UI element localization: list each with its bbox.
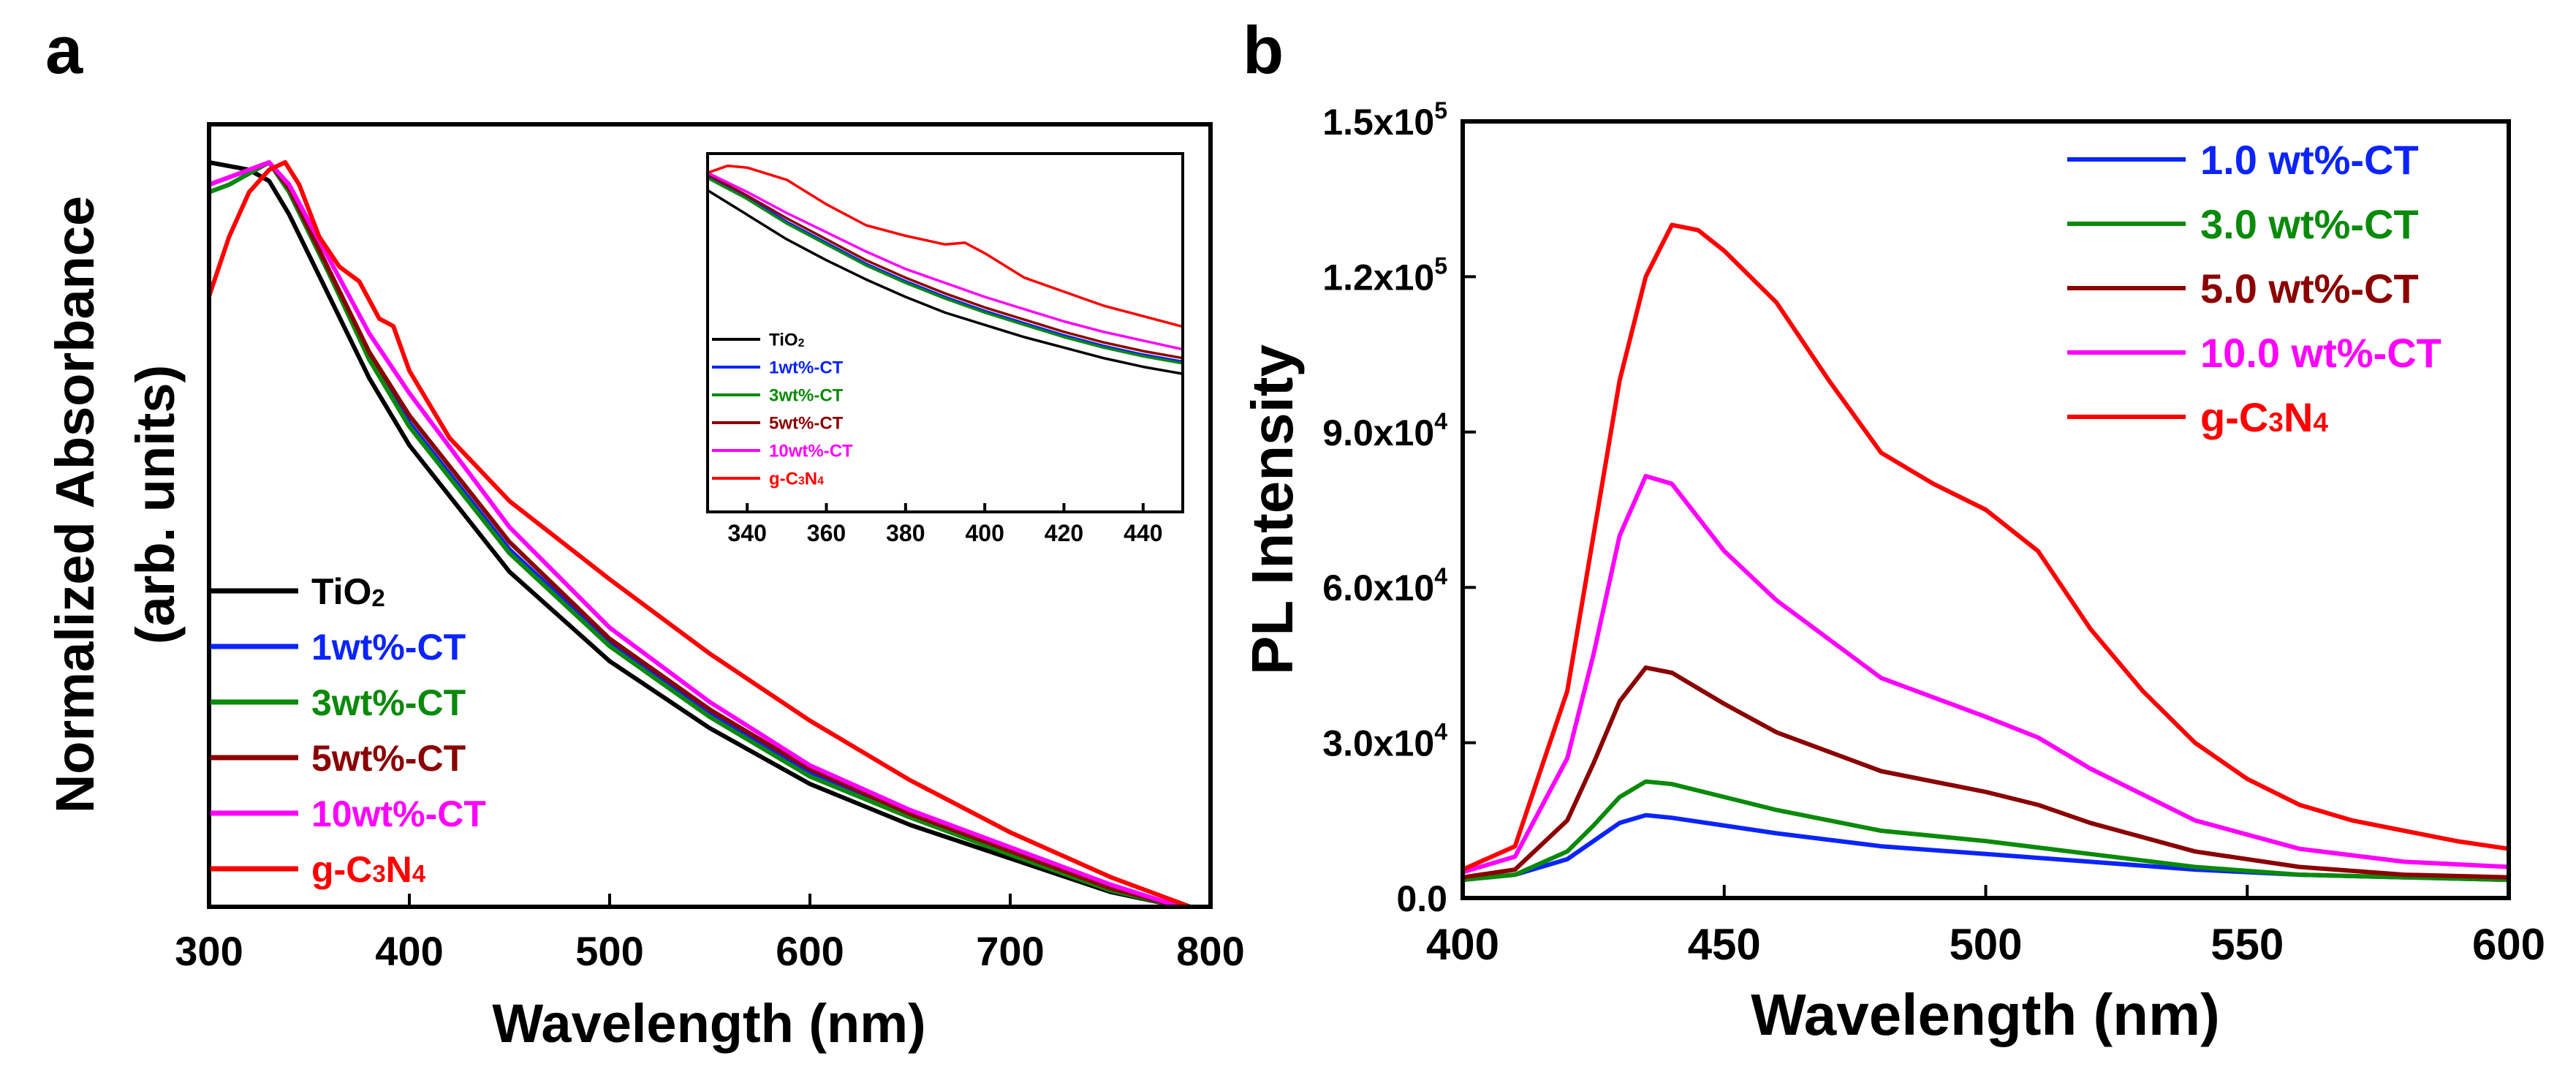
inset-x-ticks: 340 360 380 400 420 440 bbox=[727, 503, 1163, 546]
pl-x-tick-label: 400 bbox=[1426, 920, 1499, 969]
absorbance-legend-label-g-c3n4: g-C3N4 bbox=[311, 849, 426, 890]
absorbance-legend-label-tio2: TiO2 bbox=[311, 571, 385, 612]
absorbance-inset: 340 360 380 400 420 440 TiO2 1wt%-CT 3wt%-CT 5wt… bbox=[706, 152, 1184, 546]
pl-y-tick-label: 6.0x104 bbox=[1322, 563, 1447, 608]
absorbance-legend-label-5wt-ct: 5wt%-CT bbox=[311, 738, 466, 779]
inset-legend-label-1wt-ct: 1wt%-CT bbox=[769, 358, 844, 378]
pl-series-line-g-c3n4 bbox=[1461, 222, 2509, 872]
pl-x-axis-label: Wavelength (nm) bbox=[1751, 982, 2219, 1047]
inset-series-line-g-c3n4 bbox=[707, 165, 1183, 328]
pl-x-tick-label: 550 bbox=[2211, 920, 2284, 969]
pl-legend-label-5wt-ct: 5.0 wt%-CT bbox=[2200, 265, 2419, 312]
inset-frame bbox=[706, 152, 1184, 513]
absorbance-x-axis-label: Wavelength (nm) bbox=[492, 993, 925, 1054]
absorbance-plot-frame bbox=[207, 122, 1213, 909]
absorbance-series-line-tio2 bbox=[208, 160, 1181, 909]
absorbance-x-tick-label: 600 bbox=[776, 928, 844, 974]
inset-legend-label-g-c3n4: g-C3N4 bbox=[769, 469, 824, 489]
pl-y-tick-label: 1.2x105 bbox=[1322, 252, 1447, 298]
absorbance-x-tick-label: 700 bbox=[976, 928, 1044, 974]
absorbance-series-line-g-c3n4 bbox=[207, 160, 1192, 909]
panel-letter-b: b bbox=[1243, 13, 1284, 88]
inset-series-line-1wt-ct bbox=[707, 175, 1183, 363]
inset-legend: TiO2 1wt%-CT 3wt%-CT 5wt%-CT 10wt%-CT g-C3N4 bbox=[712, 331, 853, 489]
absorbance-x-ticks: 300 400 500 600 700 800 bbox=[175, 894, 1245, 974]
inset-x-tick-label: 380 bbox=[886, 520, 925, 546]
panel-b-pl: 400 450 500 550 600 0.0 3.0x104 6.0x104 9.0x104… bbox=[1240, 97, 2545, 1047]
pl-legend-label-1wt-ct: 1.0 wt%-CT bbox=[2200, 137, 2419, 183]
inset-series-line-10wt-ct bbox=[707, 171, 1183, 351]
inset-legend-label-tio2: TiO2 bbox=[769, 331, 805, 350]
absorbance-x-tick-label: 800 bbox=[1176, 928, 1244, 974]
pl-x-tick-label: 450 bbox=[1688, 920, 1761, 969]
inset-legend-label-10wt-ct: 10wt%-CT bbox=[769, 442, 853, 461]
pl-series-line-5wt-ct bbox=[1462, 665, 2509, 880]
pl-y-tick-label: 3.0x104 bbox=[1322, 719, 1447, 764]
pl-series-line-3wt-ct bbox=[1462, 779, 2509, 883]
pl-y-tick-label: 1.5x105 bbox=[1322, 97, 1447, 143]
pl-series-line-10wt-ct bbox=[1462, 474, 2509, 875]
absorbance-x-tick-label: 500 bbox=[575, 928, 643, 974]
pl-series bbox=[1461, 222, 2509, 883]
absorbance-legend-label-10wt-ct: 10wt%-CT bbox=[311, 793, 486, 834]
absorbance-series bbox=[207, 160, 1192, 909]
absorbance-series-line-10wt-ct bbox=[208, 160, 1181, 909]
inset-x-tick-label: 400 bbox=[965, 520, 1004, 546]
inset-x-tick-label: 340 bbox=[727, 520, 766, 546]
inset-series bbox=[707, 165, 1183, 375]
pl-legend-label-3wt-ct: 3.0 wt%-CT bbox=[2200, 201, 2419, 247]
pl-x-tick-label: 600 bbox=[2472, 920, 2545, 969]
panel-a-absorbance: 300 400 500 600 700 800 Wavelength (nm) Norma… bbox=[45, 122, 1245, 1054]
inset-x-tick-label: 360 bbox=[807, 520, 846, 546]
pl-legend: 1.0 wt%-CT 3.0 wt%-CT 5.0 wt%-CT 10.0 wt%-C… bbox=[2067, 137, 2441, 440]
pl-y-tick-label: 9.0x104 bbox=[1322, 408, 1447, 453]
inset-series-line-5wt-ct bbox=[707, 173, 1183, 360]
pl-y-tick-label: 0.0 bbox=[1396, 878, 1447, 919]
absorbance-x-tick-label: 300 bbox=[175, 928, 243, 974]
inset-x-tick-label: 420 bbox=[1045, 520, 1083, 546]
pl-y-axis-label: PL Intensity bbox=[1240, 344, 1305, 675]
pl-legend-label-10wt-ct: 10.0 wt%-CT bbox=[2200, 330, 2441, 376]
absorbance-y-axis-label: Normalized Absorbance bbox=[45, 196, 105, 813]
pl-y-ticks: 0.0 3.0x104 6.0x104 9.0x104 1.2x105 1.5x105 bbox=[1322, 97, 1476, 919]
absorbance-legend: TiO2 1wt%-CT 3wt%-CT 5wt%-CT 10wt%-CT g-C3N4 bbox=[211, 571, 486, 890]
inset-series-line-tio2 bbox=[707, 189, 1183, 375]
absorbance-x-tick-label: 400 bbox=[375, 928, 443, 974]
absorbance-y-axis-label-units: (arb. units) bbox=[125, 365, 186, 644]
pl-legend-label-g-c3n4: g-C3N4 bbox=[2200, 394, 2328, 440]
pl-x-ticks: 400 450 500 550 600 bbox=[1426, 885, 2545, 969]
inset-legend-label-5wt-ct: 5wt%-CT bbox=[769, 414, 844, 434]
absorbance-legend-label-1wt-ct: 1wt%-CT bbox=[311, 627, 466, 668]
inset-legend-label-3wt-ct: 3wt%-CT bbox=[769, 386, 844, 406]
inset-x-tick-label: 440 bbox=[1124, 520, 1162, 546]
inset-series-line-3wt-ct bbox=[707, 176, 1183, 365]
absorbance-legend-label-3wt-ct: 3wt%-CT bbox=[311, 682, 466, 723]
panel-letter-a: a bbox=[45, 13, 83, 88]
pl-x-tick-label: 500 bbox=[1949, 920, 2022, 969]
